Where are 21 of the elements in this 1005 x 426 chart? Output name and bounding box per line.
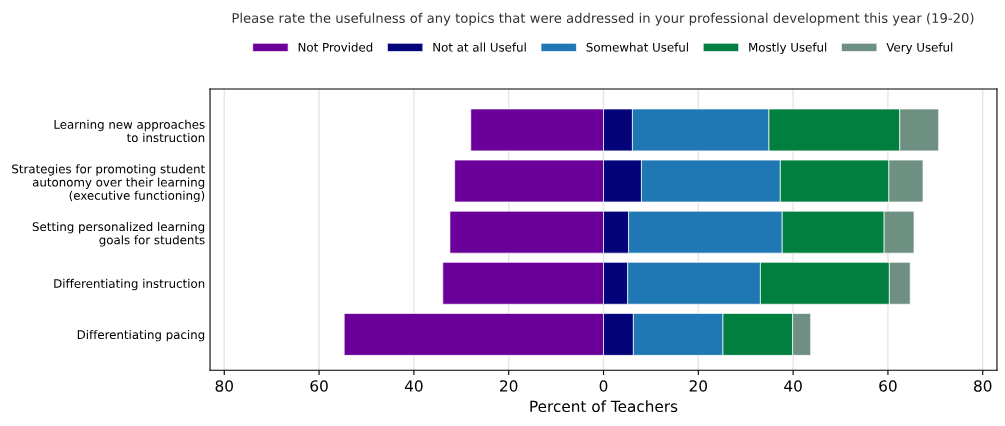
legend-label: Very Useful <box>886 42 953 54</box>
x-tick-label: 80 <box>974 380 992 392</box>
legend-label: Not Provided <box>298 42 373 52</box>
x-tick-label: 40 <box>404 380 423 392</box>
y-tick-label: Differentiating instruction <box>54 278 205 291</box>
x-axis-title: Percent of Teachers <box>530 400 678 413</box>
x-tick-label: 20 <box>500 380 518 392</box>
x-tick-label: 40 <box>784 380 802 392</box>
x-tick-label: 20 <box>689 380 708 392</box>
x-tick-label: 60 <box>879 380 897 392</box>
legend-label: Not at all Useful <box>433 42 526 52</box>
y-tick-label: Strategies for promoting student autonomy over their learning (executive functioning) <box>12 164 205 203</box>
y-tick-label: Setting personalized learning goals for students <box>32 221 205 247</box>
y-tick-label: Learning new approaches to instruction <box>54 119 205 143</box>
chart-title: Please rate the usefulness of any topics that were addressed in your professional development this year (19-20) <box>232 12 974 26</box>
legend-label: Somewhat Useful <box>586 42 688 52</box>
x-tick-label: 60 <box>310 380 328 392</box>
x-tick-label: 80 <box>215 380 233 392</box>
legend-label: Mostly Useful <box>749 42 827 54</box>
y-tick-label: Differentiating pacing <box>77 329 205 342</box>
x-tick-label: 0 <box>599 380 608 392</box>
